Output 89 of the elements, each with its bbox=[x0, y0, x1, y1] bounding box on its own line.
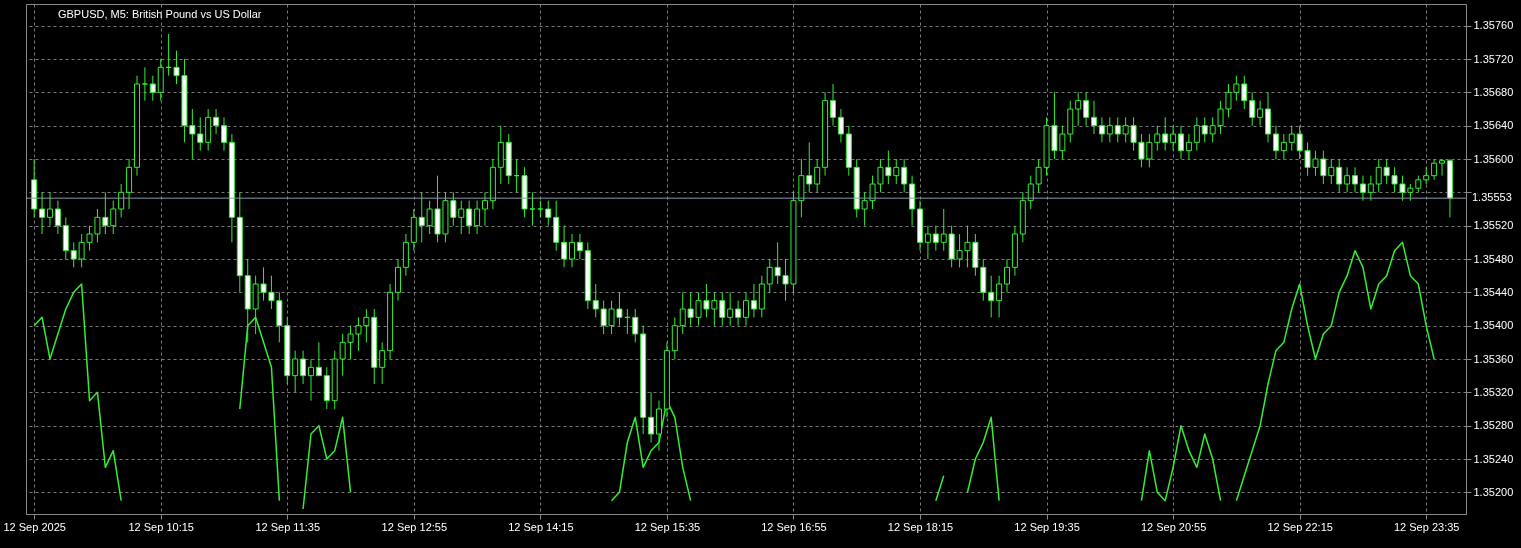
candlestick bbox=[292, 350, 299, 393]
x-tick-label: 12 Sep 15:35 bbox=[634, 520, 701, 533]
candlestick bbox=[727, 291, 734, 327]
candlestick bbox=[932, 225, 939, 252]
candlestick bbox=[735, 300, 742, 327]
x-tick-label: 12 Sep 14:15 bbox=[508, 520, 574, 533]
candlestick bbox=[996, 275, 1003, 318]
y-tick-label: 1.35440 bbox=[1473, 285, 1514, 298]
candlestick bbox=[118, 183, 125, 218]
candlestick bbox=[1431, 158, 1438, 181]
y-tick-label: 1.35600 bbox=[1473, 152, 1514, 165]
x-tick-label: 12 Sep 2025 bbox=[3, 520, 66, 533]
candlestick bbox=[220, 116, 227, 152]
candlestick bbox=[1170, 125, 1177, 152]
y-tick-label: 1.35240 bbox=[1473, 452, 1514, 465]
candlestick bbox=[1375, 158, 1382, 193]
candlestick bbox=[648, 391, 655, 443]
candlestick bbox=[1257, 100, 1264, 127]
x-tick-label: 12 Sep 23:35 bbox=[1393, 520, 1460, 533]
candlestick bbox=[837, 108, 844, 143]
candlestick bbox=[632, 308, 639, 343]
candlestick bbox=[545, 200, 552, 227]
candlestick bbox=[1280, 133, 1287, 160]
candlestick bbox=[379, 341, 386, 385]
candlestick bbox=[1162, 116, 1169, 152]
y-tick-label: 1.35200 bbox=[1473, 485, 1514, 498]
x-tick-label: 12 Sep 22:15 bbox=[1267, 520, 1333, 533]
x-tick-label: 12 Sep 12:55 bbox=[381, 520, 448, 533]
candlestick bbox=[743, 291, 749, 327]
candlestick bbox=[529, 191, 536, 227]
candlestick bbox=[1272, 125, 1279, 160]
y-tick-label: 1.35360 bbox=[1473, 352, 1514, 365]
candlestick bbox=[750, 283, 757, 318]
y-tick-label: 1.35760 bbox=[1473, 19, 1514, 32]
candlestick bbox=[1193, 116, 1200, 152]
y-tick-label: 1.35640 bbox=[1473, 119, 1514, 132]
candlestick bbox=[46, 191, 53, 227]
candlestick bbox=[481, 191, 488, 227]
x-tick-label: 12 Sep 16:55 bbox=[761, 520, 827, 533]
candlestick bbox=[474, 200, 481, 235]
candlestick bbox=[54, 200, 61, 235]
x-tick-label: 12 Sep 19:35 bbox=[1014, 520, 1080, 533]
x-tick-label: 12 Sep 11:35 bbox=[255, 520, 321, 533]
candlestick bbox=[1336, 158, 1343, 193]
ref-line-label: 1.35553 bbox=[1472, 191, 1512, 204]
candlestick bbox=[1106, 116, 1113, 143]
candlestick bbox=[149, 75, 156, 102]
candlestick bbox=[197, 116, 204, 152]
candlestick bbox=[1344, 166, 1351, 193]
candlestick bbox=[213, 108, 220, 135]
candlestick bbox=[315, 341, 322, 377]
candlestick bbox=[307, 358, 314, 402]
y-tick-label: 1.35520 bbox=[1473, 219, 1514, 232]
y-tick-label: 1.35280 bbox=[1473, 419, 1514, 432]
y-tick-label: 1.35480 bbox=[1473, 252, 1514, 265]
candlestick bbox=[1098, 116, 1105, 143]
candlestick bbox=[1367, 175, 1374, 202]
candlestick bbox=[830, 83, 836, 127]
candlestick bbox=[576, 233, 583, 260]
candlestick bbox=[1359, 175, 1366, 202]
y-tick-label: 1.35720 bbox=[1473, 52, 1514, 65]
candlestick bbox=[569, 233, 575, 268]
y-tick-label: 1.35320 bbox=[1473, 385, 1514, 398]
candlestick bbox=[561, 225, 568, 268]
x-tick-label: 12 Sep 18:15 bbox=[887, 520, 954, 533]
candlestick bbox=[1185, 133, 1192, 160]
candlestick bbox=[1249, 91, 1256, 127]
candlestick bbox=[1178, 125, 1185, 160]
x-tick-label: 12 Sep 20:55 bbox=[1140, 520, 1207, 533]
candlestick bbox=[141, 66, 148, 102]
candlestick bbox=[1004, 258, 1011, 293]
y-tick-label: 1.35400 bbox=[1473, 319, 1514, 332]
y-tick-label: 1.35680 bbox=[1473, 85, 1514, 98]
candlestick bbox=[901, 158, 908, 193]
candlestick bbox=[814, 158, 821, 193]
candlestick bbox=[466, 200, 473, 235]
candlestick bbox=[1439, 158, 1446, 177]
candlestick bbox=[1288, 125, 1295, 152]
candlestick bbox=[988, 275, 995, 318]
candlestick bbox=[39, 191, 46, 235]
candlestick bbox=[1352, 166, 1359, 193]
x-tick-label: 12 Sep 10:15 bbox=[128, 520, 194, 533]
candlestick bbox=[1091, 100, 1098, 135]
candlestick bbox=[1083, 91, 1090, 127]
candlestick bbox=[300, 350, 307, 385]
candlestick bbox=[1075, 91, 1082, 127]
candlestick bbox=[924, 225, 931, 260]
chart-title: GBPUSD, M5: British Pound vs US Dollar bbox=[57, 8, 262, 20]
candlestick bbox=[110, 200, 117, 235]
